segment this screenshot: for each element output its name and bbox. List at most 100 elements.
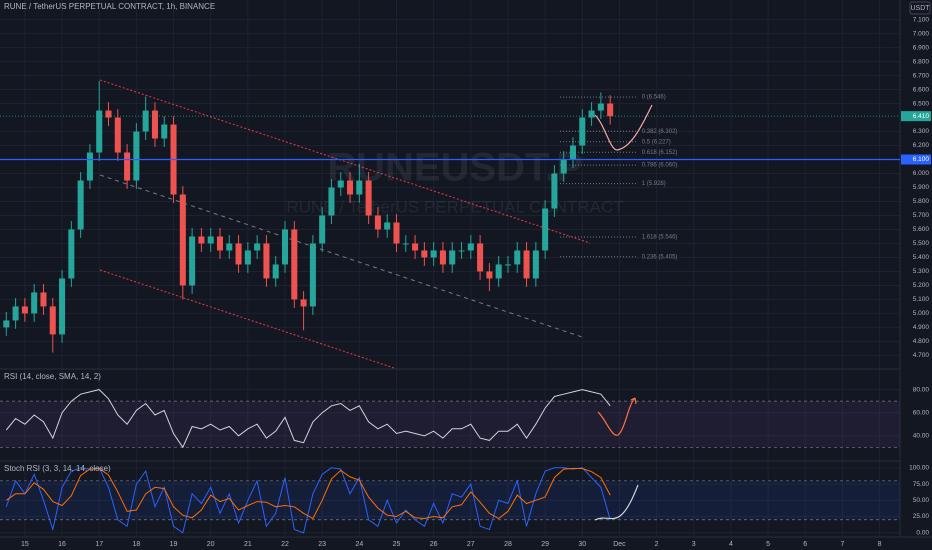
candle-body [579, 117, 586, 146]
candle-body [374, 215, 381, 230]
x-tick-label: 26 [430, 541, 438, 548]
y-tick-label: 100.00 [909, 465, 929, 472]
x-tick-label: 24 [355, 541, 363, 548]
y-tick-label: 5.900 [913, 184, 930, 191]
fib-label: 0.382 (6.302) [642, 129, 678, 135]
y-tick-label: 7.100 [913, 16, 930, 23]
x-tick-label: 21 [244, 541, 252, 548]
fib-label: 1 (5.928) [642, 181, 666, 187]
y-tick-label: 80.00 [913, 386, 930, 393]
fib-label: 0.5 (6.227) [642, 139, 671, 145]
y-tick-label: 7.000 [913, 30, 930, 37]
y-tick-label: 6.300 [913, 128, 930, 135]
x-tick-label: 20 [207, 541, 215, 548]
candle-body [96, 110, 103, 153]
y-tick-label: 5.500 [913, 240, 930, 247]
x-tick-label: 4 [729, 541, 733, 548]
candle-body [161, 124, 168, 139]
x-tick-label: 27 [467, 541, 475, 548]
y-tick-label: 40.00 [913, 432, 930, 439]
candle-body [439, 250, 446, 265]
candle-body [3, 320, 10, 328]
candle-body [263, 243, 270, 279]
candle-body [244, 250, 251, 265]
candle-body [504, 264, 511, 266]
candle-body [281, 229, 289, 265]
last-price-label: 6.410 [913, 113, 930, 120]
candle-body [291, 229, 298, 300]
candle-body [31, 292, 38, 314]
candle-body [607, 103, 614, 117]
candle-body [542, 208, 549, 251]
y-tick-label: 5.800 [913, 198, 930, 205]
y-tick-label: 5.400 [913, 254, 930, 261]
candle-body [235, 243, 242, 265]
rsi-projection [597, 397, 637, 436]
x-tick-label: 17 [95, 541, 103, 548]
x-tick-label: 3 [692, 541, 696, 548]
x-tick-label: 15 [21, 541, 29, 548]
indicator-line [6, 467, 611, 520]
x-tick-label: 23 [318, 541, 326, 548]
y-tick-label: 50.00 [913, 497, 930, 504]
y-tick-label: 6.900 [913, 44, 930, 51]
candle-body [412, 243, 419, 251]
fib-label: 0.786 (6.060) [642, 163, 678, 169]
stoch-projection [594, 484, 639, 521]
candle-body [458, 250, 465, 252]
y-tick-label: 75.00 [913, 481, 930, 488]
x-tick-label: 16 [58, 541, 66, 548]
candle-body [319, 215, 326, 244]
candle-body [114, 117, 121, 153]
candle-body [569, 145, 577, 160]
y-tick-label: 6.000 [913, 170, 930, 177]
y-tick-label: 0.00 [916, 529, 929, 536]
candle-body [49, 306, 56, 335]
x-tick-label: 18 [132, 541, 140, 548]
x-tick-label: 30 [578, 541, 586, 548]
rsi-title: RSI (14, close, SMA, 14, 2) [4, 372, 101, 381]
candle-body [21, 306, 28, 314]
candle-body [421, 250, 428, 258]
y-tick-label: 6.600 [913, 86, 930, 93]
channel-lower [99, 269, 401, 371]
x-tick-label: 7 [840, 541, 844, 548]
y-tick-label: 60.00 [913, 409, 930, 416]
candle-body [12, 306, 19, 321]
candle-body [486, 271, 493, 279]
candle-body [328, 187, 335, 216]
x-tick-label: 28 [504, 541, 512, 548]
candle-body [40, 292, 47, 307]
symbol-title: RUNE / TetherUS PERPETUAL CONTRACT, 1h, … [4, 2, 215, 11]
watermark-subtitle: RUNE / TetherUS PERPETUAL CONTRACT [286, 197, 623, 216]
candle-body [337, 180, 344, 188]
candle-body [523, 250, 530, 279]
level-label: 6.100 [913, 156, 930, 163]
x-tick-label: 2 [655, 541, 659, 548]
candle-body [189, 236, 196, 286]
candle-body [216, 236, 224, 251]
indicator-line [5, 467, 611, 534]
y-tick-label: 4.900 [913, 324, 930, 331]
candle-body [347, 180, 354, 195]
currency-box [909, 1, 931, 15]
y-tick-label: 6.700 [913, 72, 930, 79]
candle-body [495, 264, 502, 279]
y-tick-label: 5.300 [913, 268, 930, 275]
candle-body [105, 110, 112, 118]
candle-body [449, 250, 456, 265]
y-tick-label: 6.500 [913, 100, 930, 107]
candle-body [179, 194, 186, 286]
x-tick-label: 25 [393, 541, 401, 548]
candle-body [597, 103, 604, 111]
y-tick-label: 5.100 [913, 296, 930, 303]
candle-body [86, 152, 93, 181]
currency: USDT [910, 5, 930, 12]
y-tick-label: 5.700 [913, 212, 930, 219]
candle-body [467, 243, 474, 251]
y-tick-label: 5.600 [913, 226, 930, 233]
candle-body [300, 299, 307, 307]
watermark: RUNEUSDT.P [327, 146, 583, 190]
candle-body [560, 159, 567, 174]
